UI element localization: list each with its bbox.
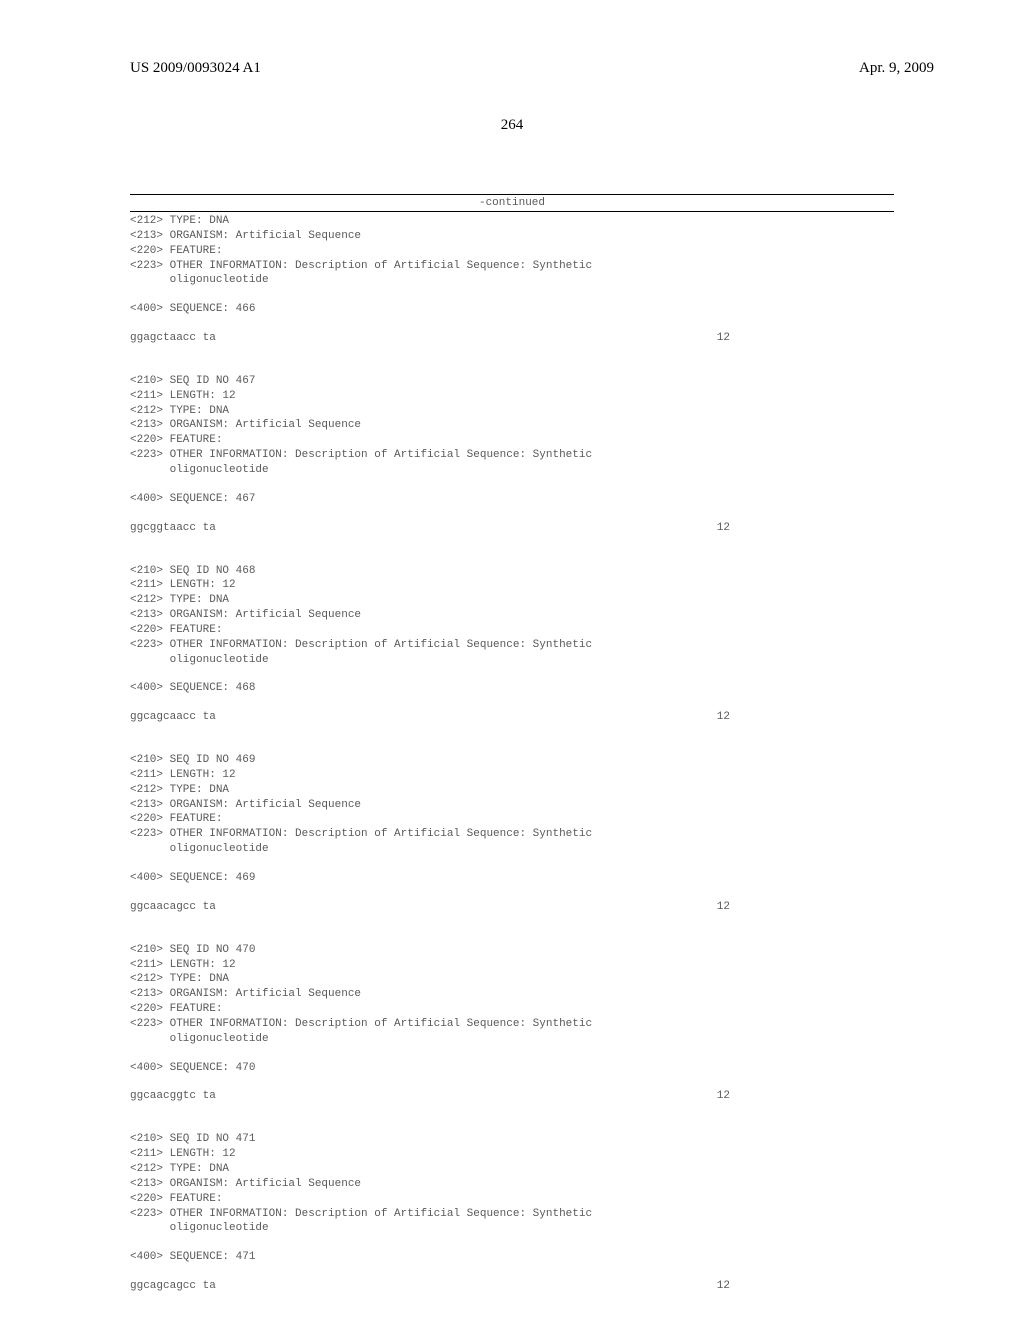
meta-line: <213> ORGANISM: Artificial Sequence bbox=[130, 798, 894, 813]
sequence-row: ggagctaacc ta 12 bbox=[130, 331, 730, 346]
publication-number: US 2009/0093024 A1 bbox=[130, 60, 261, 77]
meta-line: <223> OTHER INFORMATION: Description of … bbox=[130, 1017, 894, 1032]
meta-line: <212> TYPE: DNA bbox=[130, 783, 894, 798]
meta-line: <223> OTHER INFORMATION: Description of … bbox=[130, 827, 894, 842]
meta-line: <223> OTHER INFORMATION: Description of … bbox=[130, 638, 894, 653]
sequence-text: ggcagcaacc ta bbox=[130, 710, 216, 725]
sequence-row: ggcagcagcc ta 12 bbox=[130, 1279, 730, 1294]
sequence-text: ggcaacggtc ta bbox=[130, 1089, 216, 1104]
meta-line: <210> SEQ ID NO 470 bbox=[130, 943, 894, 958]
meta-line: <223> OTHER INFORMATION: Description of … bbox=[130, 1207, 894, 1222]
sequence-header: <400> SEQUENCE: 468 bbox=[130, 681, 894, 696]
sequence-text: ggcggtaacc ta bbox=[130, 521, 216, 536]
meta-line: <220> FEATURE: bbox=[130, 623, 894, 638]
publication-date: Apr. 9, 2009 bbox=[859, 60, 934, 77]
content-area: -continued <212> TYPE: DNA<213> ORGANISM… bbox=[0, 194, 1024, 1322]
meta-line: oligonucleotide bbox=[130, 842, 894, 857]
meta-line: <210> SEQ ID NO 469 bbox=[130, 753, 894, 768]
meta-line: <220> FEATURE: bbox=[130, 1192, 894, 1207]
meta-line: oligonucleotide bbox=[130, 653, 894, 668]
sequence-header: <400> SEQUENCE: 469 bbox=[130, 871, 894, 886]
meta-line: <213> ORGANISM: Artificial Sequence bbox=[130, 1177, 894, 1192]
page-header: US 2009/0093024 A1 Apr. 9, 2009 bbox=[0, 0, 1024, 77]
meta-line: <212> TYPE: DNA bbox=[130, 214, 894, 229]
meta-line: <212> TYPE: DNA bbox=[130, 404, 894, 419]
sequence-row: ggcggtaacc ta 12 bbox=[130, 521, 730, 536]
sequence-header: <400> SEQUENCE: 471 bbox=[130, 1250, 894, 1265]
meta-line: <211> LENGTH: 12 bbox=[130, 958, 894, 973]
sequence-listing: <212> TYPE: DNA<213> ORGANISM: Artificia… bbox=[130, 214, 894, 1322]
meta-line: oligonucleotide bbox=[130, 1221, 894, 1236]
meta-line: oligonucleotide bbox=[130, 273, 894, 288]
sequence-length: 12 bbox=[717, 521, 730, 536]
page-number: 264 bbox=[0, 117, 1024, 134]
meta-line: <223> OTHER INFORMATION: Description of … bbox=[130, 259, 894, 274]
sequence-length: 12 bbox=[717, 1279, 730, 1294]
meta-line: <223> OTHER INFORMATION: Description of … bbox=[130, 448, 894, 463]
sequence-row: ggcaacggtc ta 12 bbox=[130, 1089, 730, 1104]
meta-line: <220> FEATURE: bbox=[130, 433, 894, 448]
meta-line: <211> LENGTH: 12 bbox=[130, 1147, 894, 1162]
meta-line: <211> LENGTH: 12 bbox=[130, 389, 894, 404]
sequence-length: 12 bbox=[717, 1089, 730, 1104]
meta-line: <212> TYPE: DNA bbox=[130, 1162, 894, 1177]
meta-line: <220> FEATURE: bbox=[130, 1002, 894, 1017]
meta-line: <213> ORGANISM: Artificial Sequence bbox=[130, 987, 894, 1002]
sequence-text: ggagctaacc ta bbox=[130, 331, 216, 346]
meta-line: <211> LENGTH: 12 bbox=[130, 578, 894, 593]
meta-line: <212> TYPE: DNA bbox=[130, 972, 894, 987]
sequence-header: <400> SEQUENCE: 467 bbox=[130, 492, 894, 507]
meta-line: oligonucleotide bbox=[130, 463, 894, 478]
sequence-text: ggcagcagcc ta bbox=[130, 1279, 216, 1294]
meta-line: oligonucleotide bbox=[130, 1032, 894, 1047]
meta-line: <220> FEATURE: bbox=[130, 812, 894, 827]
meta-line: <210> SEQ ID NO 471 bbox=[130, 1132, 894, 1147]
sequence-text: ggcaacagcc ta bbox=[130, 900, 216, 915]
sequence-length: 12 bbox=[717, 900, 730, 915]
meta-line: <220> FEATURE: bbox=[130, 244, 894, 259]
sequence-header: <400> SEQUENCE: 470 bbox=[130, 1061, 894, 1076]
sequence-length: 12 bbox=[717, 331, 730, 346]
meta-line: <213> ORGANISM: Artificial Sequence bbox=[130, 229, 894, 244]
meta-line: <213> ORGANISM: Artificial Sequence bbox=[130, 608, 894, 623]
sequence-row: ggcagcaacc ta 12 bbox=[130, 710, 730, 725]
sequence-header: <400> SEQUENCE: 466 bbox=[130, 302, 894, 317]
sequence-row: ggcaacagcc ta 12 bbox=[130, 900, 730, 915]
meta-line: <211> LENGTH: 12 bbox=[130, 768, 894, 783]
meta-line: <210> SEQ ID NO 468 bbox=[130, 564, 894, 579]
meta-line: <212> TYPE: DNA bbox=[130, 593, 894, 608]
sequence-length: 12 bbox=[717, 710, 730, 725]
continued-label: -continued bbox=[130, 194, 894, 212]
meta-line: <213> ORGANISM: Artificial Sequence bbox=[130, 418, 894, 433]
meta-line: <210> SEQ ID NO 467 bbox=[130, 374, 894, 389]
